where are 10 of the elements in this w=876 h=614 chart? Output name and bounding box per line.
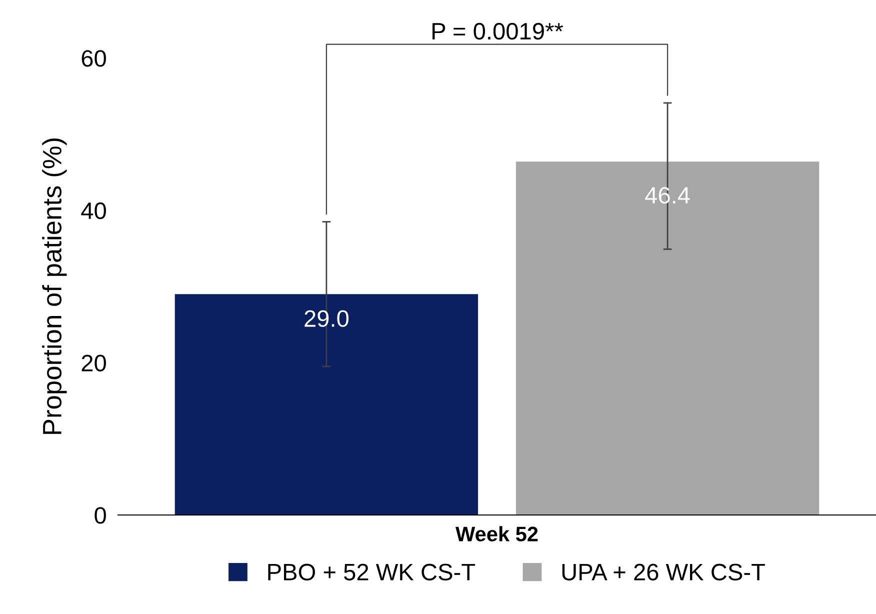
legend-label: PBO + 52 WK CS-T: [268, 564, 476, 580]
y-tick-label: 40: [81, 202, 106, 220]
y-tick-label: 60: [82, 50, 106, 67]
y-axis-title: Proportion of patients (%): [42, 138, 67, 434]
legend-label: UPA + 26 WK CS-T: [562, 564, 765, 580]
y-tick-label: 0: [94, 507, 106, 524]
text: P = 0.0019**: [432, 22, 564, 40]
x-tick-label: Week 52: [456, 526, 538, 542]
y-tick-label: 20: [82, 354, 106, 372]
data-label: 29.0: [304, 310, 349, 327]
